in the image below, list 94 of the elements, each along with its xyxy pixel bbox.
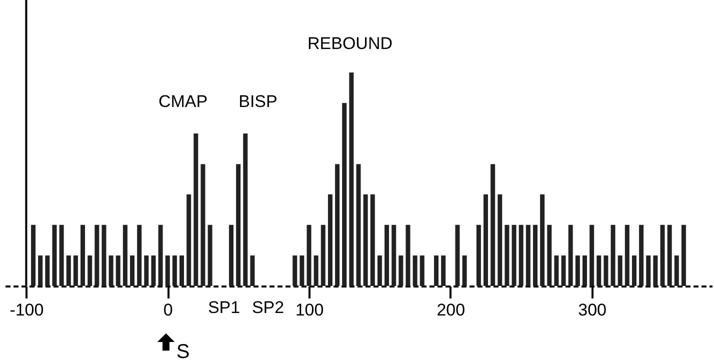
bar: [667, 224, 672, 286]
bar: [624, 224, 630, 286]
x-tick-label: 200: [436, 300, 466, 320]
bar: [498, 194, 502, 286]
bar: [108, 255, 114, 286]
bar: [512, 224, 516, 286]
bar: [590, 224, 594, 286]
bar: [582, 255, 587, 286]
bar: [455, 224, 460, 286]
bar: [66, 255, 71, 286]
bar: [547, 224, 552, 286]
bar: [151, 255, 156, 286]
x-tick-label: -100: [10, 300, 44, 320]
bar: [144, 255, 149, 286]
x-tick-label: 300: [578, 300, 606, 320]
bar: [610, 224, 616, 286]
bar: [116, 255, 120, 286]
annotation: CMAP: [158, 92, 208, 111]
bar: [462, 255, 467, 286]
bar: [186, 194, 192, 286]
bar: [306, 224, 312, 286]
bar: [632, 255, 636, 286]
bar: [646, 255, 651, 286]
text: S: [176, 341, 190, 362]
bar: [420, 255, 424, 286]
bar: [392, 224, 396, 286]
bar: [490, 164, 496, 286]
bar: [94, 224, 100, 286]
bar: [604, 255, 608, 286]
bar: [158, 224, 163, 286]
bar: [349, 72, 354, 286]
bar: [412, 255, 418, 286]
bar: [596, 255, 602, 286]
bar: [653, 255, 658, 286]
bar: [441, 255, 446, 286]
bar: [73, 255, 78, 286]
bar: [31, 224, 36, 286]
bar: [568, 224, 573, 286]
bar: [618, 255, 622, 286]
bar: [130, 255, 135, 286]
bar: [314, 255, 318, 286]
bar: [320, 224, 326, 286]
bar: [476, 224, 481, 286]
bar: [59, 224, 64, 286]
bar: [102, 224, 106, 286]
bar: [292, 255, 298, 286]
bar: [504, 224, 510, 286]
bar: [250, 255, 255, 286]
bar: [356, 164, 361, 286]
bar: [540, 194, 545, 286]
bar: [384, 224, 390, 286]
bar: [328, 194, 332, 286]
bar: [518, 224, 524, 286]
bar: [208, 224, 212, 286]
bar: [243, 134, 248, 286]
bar: [122, 224, 128, 286]
bar: [236, 164, 241, 286]
text: REBOUND: [307, 34, 393, 53]
bar: [377, 255, 382, 286]
bar: [180, 255, 184, 286]
bar: [194, 134, 198, 286]
bar: [45, 255, 50, 286]
bar: [370, 194, 375, 286]
bar: [561, 255, 566, 286]
bar: [674, 255, 679, 286]
bar: [228, 224, 234, 286]
text: SP1: [208, 298, 240, 317]
bar: [342, 103, 347, 286]
bar: [88, 255, 92, 286]
bar: [575, 255, 580, 286]
bar: [660, 224, 665, 286]
bar: [38, 255, 43, 286]
x-tick-label: 0: [163, 300, 173, 320]
bar: [200, 164, 206, 286]
bar: [80, 224, 86, 286]
bar: [406, 224, 410, 286]
bar: [165, 255, 170, 286]
bar: [398, 255, 404, 286]
bar: [172, 255, 177, 286]
bar: [363, 194, 368, 286]
bar: [137, 224, 142, 286]
bar: [300, 255, 304, 286]
x-tick-label: 100: [295, 300, 324, 320]
bar: [52, 224, 57, 286]
text: SP2: [252, 298, 284, 317]
bar: [533, 224, 538, 286]
bar: [681, 224, 686, 286]
bar: [554, 255, 559, 286]
bar: [484, 194, 488, 286]
bar: [526, 224, 530, 286]
annotation: BISP: [238, 92, 278, 111]
bar: [639, 224, 644, 286]
bar: [335, 164, 340, 286]
bar: [434, 255, 439, 286]
